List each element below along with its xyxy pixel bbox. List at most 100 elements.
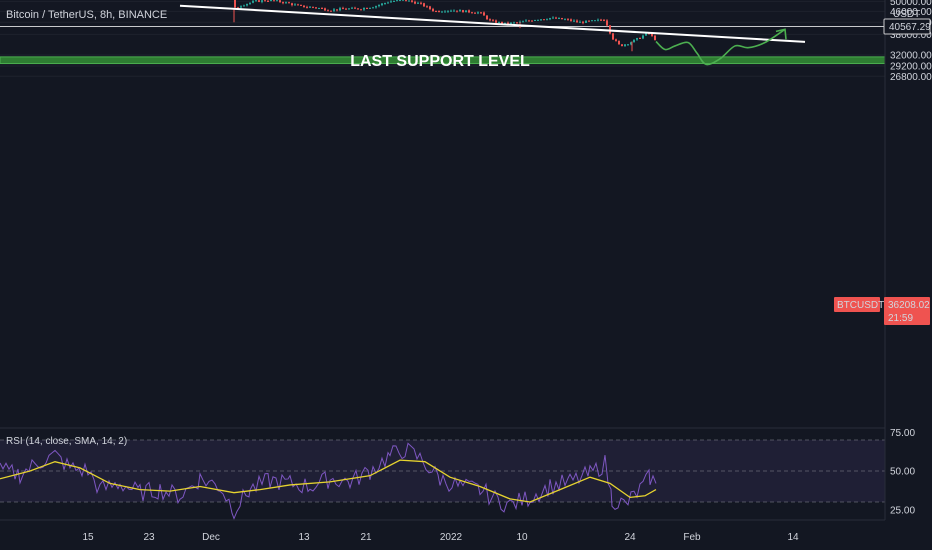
candle-body	[603, 20, 605, 22]
hline-price-value: 40567.29	[889, 22, 931, 33]
candle-body	[384, 3, 386, 5]
candle-body	[420, 2, 422, 4]
candle-body	[522, 21, 524, 23]
hline-price-tag	[883, 18, 931, 35]
candle-body	[612, 33, 614, 40]
candle-body	[492, 20, 494, 22]
candle-body	[465, 10, 467, 13]
candle-body	[261, 0, 263, 2]
candle-body	[651, 33, 653, 36]
candle-body	[330, 10, 332, 12]
currency-label[interactable]: USDT	[893, 9, 920, 20]
candle-body	[387, 2, 389, 4]
candle-body	[624, 44, 626, 47]
candle-body	[291, 3, 293, 6]
candle-body	[483, 12, 485, 16]
bar-countdown: 21:59	[888, 313, 913, 324]
candle-body	[549, 18, 551, 20]
candle-body	[447, 10, 449, 12]
candle-body	[543, 19, 545, 21]
candle-body	[375, 6, 377, 8]
candle-body	[414, 1, 416, 4]
candle-body	[432, 8, 434, 12]
candle-body	[477, 12, 479, 14]
symbol-title[interactable]: Bitcoin / TetherUS, 8h, BINANCE	[6, 9, 168, 21]
candle-body	[339, 8, 341, 11]
time-tick-label: 21	[360, 532, 372, 543]
candle-body	[315, 7, 317, 9]
candle-body	[480, 12, 482, 14]
candle-body	[360, 9, 362, 11]
candle-body	[282, 2, 284, 4]
rsi-indicator-label[interactable]: RSI (14, close, SMA, 14, 2)	[6, 436, 128, 447]
candle-body	[636, 37, 638, 40]
candle-body	[264, 0, 266, 2]
candle-body	[321, 8, 323, 10]
candle-body	[270, 0, 272, 2]
rsi-tick-label: 25.00	[890, 505, 915, 516]
time-tick-label: 10	[516, 532, 528, 543]
candle-body	[558, 18, 560, 20]
candle-body	[393, 1, 395, 3]
candle-body	[597, 19, 599, 21]
candle-body	[582, 21, 584, 23]
candle-body	[594, 20, 596, 22]
candle-body	[564, 19, 566, 21]
rsi-axis[interactable]: 75.00 50.00 25.00	[890, 428, 915, 517]
forecast-path[interactable]	[655, 28, 786, 66]
candle-body	[645, 33, 647, 36]
time-tick-label: Feb	[683, 532, 701, 543]
price-tick-label: 50000.00	[890, 0, 932, 8]
candle-body	[402, 0, 404, 1]
candle-body	[585, 20, 587, 23]
candle-body	[546, 19, 548, 21]
candle-body	[333, 9, 335, 11]
candle-body	[486, 15, 488, 20]
candle-body	[525, 20, 527, 22]
time-axis[interactable]: 15 23 Dec 13 21 2022 10 24 Feb 14	[82, 532, 799, 543]
candle-body	[279, 0, 281, 3]
candle-body	[615, 39, 617, 41]
candle-body	[519, 21, 521, 23]
last-price-tag	[884, 297, 930, 325]
symbol-tag-label: BTCUSDT	[837, 300, 884, 311]
candle-body	[510, 22, 512, 24]
candle-body	[429, 6, 431, 9]
candle-body	[363, 8, 365, 10]
candle-body	[342, 8, 344, 10]
candle-body	[288, 2, 290, 4]
candle-body	[588, 20, 590, 22]
last-price-value: 36208.02	[888, 300, 930, 311]
time-tick-label: 15	[82, 532, 94, 543]
candle-body	[294, 4, 296, 6]
price-tick-label: 29200.00	[890, 61, 932, 72]
time-tick-label: 24	[624, 532, 636, 543]
candle-body	[567, 19, 569, 21]
candle-body	[240, 6, 242, 8]
rsi-level-lines	[0, 439, 885, 503]
trend-line[interactable]	[179, 4, 806, 43]
candle-body	[507, 22, 509, 24]
candle-body	[435, 11, 437, 13]
candle-body	[609, 25, 611, 34]
candle-body	[540, 19, 542, 21]
candle-body	[423, 3, 425, 7]
candle-body	[495, 20, 497, 23]
candle-body	[246, 3, 248, 6]
candle-body	[516, 22, 518, 24]
price-tick-label: 26800.00	[890, 72, 932, 83]
candle-body	[366, 8, 368, 10]
candle-body	[630, 42, 632, 45]
candle-body	[654, 35, 656, 41]
candle-body	[351, 7, 353, 9]
candle-body	[438, 11, 440, 13]
candle-body	[327, 10, 329, 12]
candle-body	[606, 20, 608, 26]
candle-body	[513, 22, 515, 24]
candle-body	[303, 5, 305, 8]
candle-body	[639, 37, 641, 39]
candle-body	[318, 8, 320, 10]
candle-body	[459, 10, 461, 12]
